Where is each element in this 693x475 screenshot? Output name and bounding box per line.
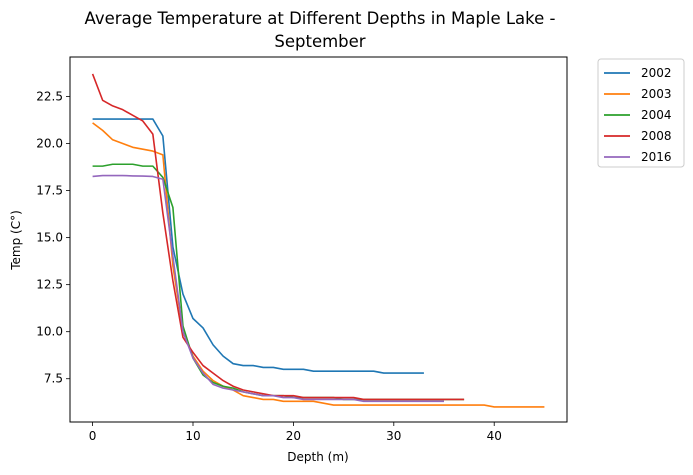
legend-label-2016: 2016 [641, 150, 672, 164]
y-tick-label: 20.0 [36, 137, 63, 151]
legend-label-2004: 2004 [641, 108, 672, 122]
x-tick-label: 10 [185, 429, 200, 443]
x-axis: 0 10 20 30 40 [89, 422, 502, 443]
x-tick-label: 20 [286, 429, 301, 443]
legend-label-2008: 2008 [641, 129, 672, 143]
y-tick-label: 12.5 [36, 278, 63, 292]
x-tick-label: 0 [89, 429, 97, 443]
y-tick-label: 7.5 [44, 372, 63, 386]
x-tick-label: 40 [487, 429, 502, 443]
plot-frame [69, 56, 568, 423]
series-line-2002 [92, 118, 424, 374]
legend-label-2003: 2003 [641, 87, 672, 101]
series-line-2008 [91, 73, 465, 401]
plot-area [91, 73, 545, 408]
y-tick-label: 15.0 [36, 231, 63, 245]
y-tick-label: 22.5 [36, 90, 63, 104]
series-line-2003 [92, 122, 545, 408]
legend-frame [597, 58, 685, 168]
series-line-2016 [92, 174, 445, 403]
chart-title-line-1: Average Temperature at Different Depths … [85, 9, 556, 28]
legend: 2002 2003 2004 2008 2016 [597, 58, 685, 168]
legend-label-2002: 2002 [641, 66, 672, 80]
y-axis-label: Temp (C°) [9, 210, 23, 271]
chart-title-line-2: September [274, 32, 365, 51]
x-tick-label: 30 [386, 429, 401, 443]
series-line-2004 [92, 163, 465, 401]
y-tick-label: 17.5 [36, 184, 63, 198]
y-axis: 7.5 10.0 12.5 15.0 17.5 20.0 22.5 [36, 90, 70, 386]
y-tick-label: 10.0 [36, 325, 63, 339]
x-axis-label: Depth (m) [287, 450, 348, 464]
